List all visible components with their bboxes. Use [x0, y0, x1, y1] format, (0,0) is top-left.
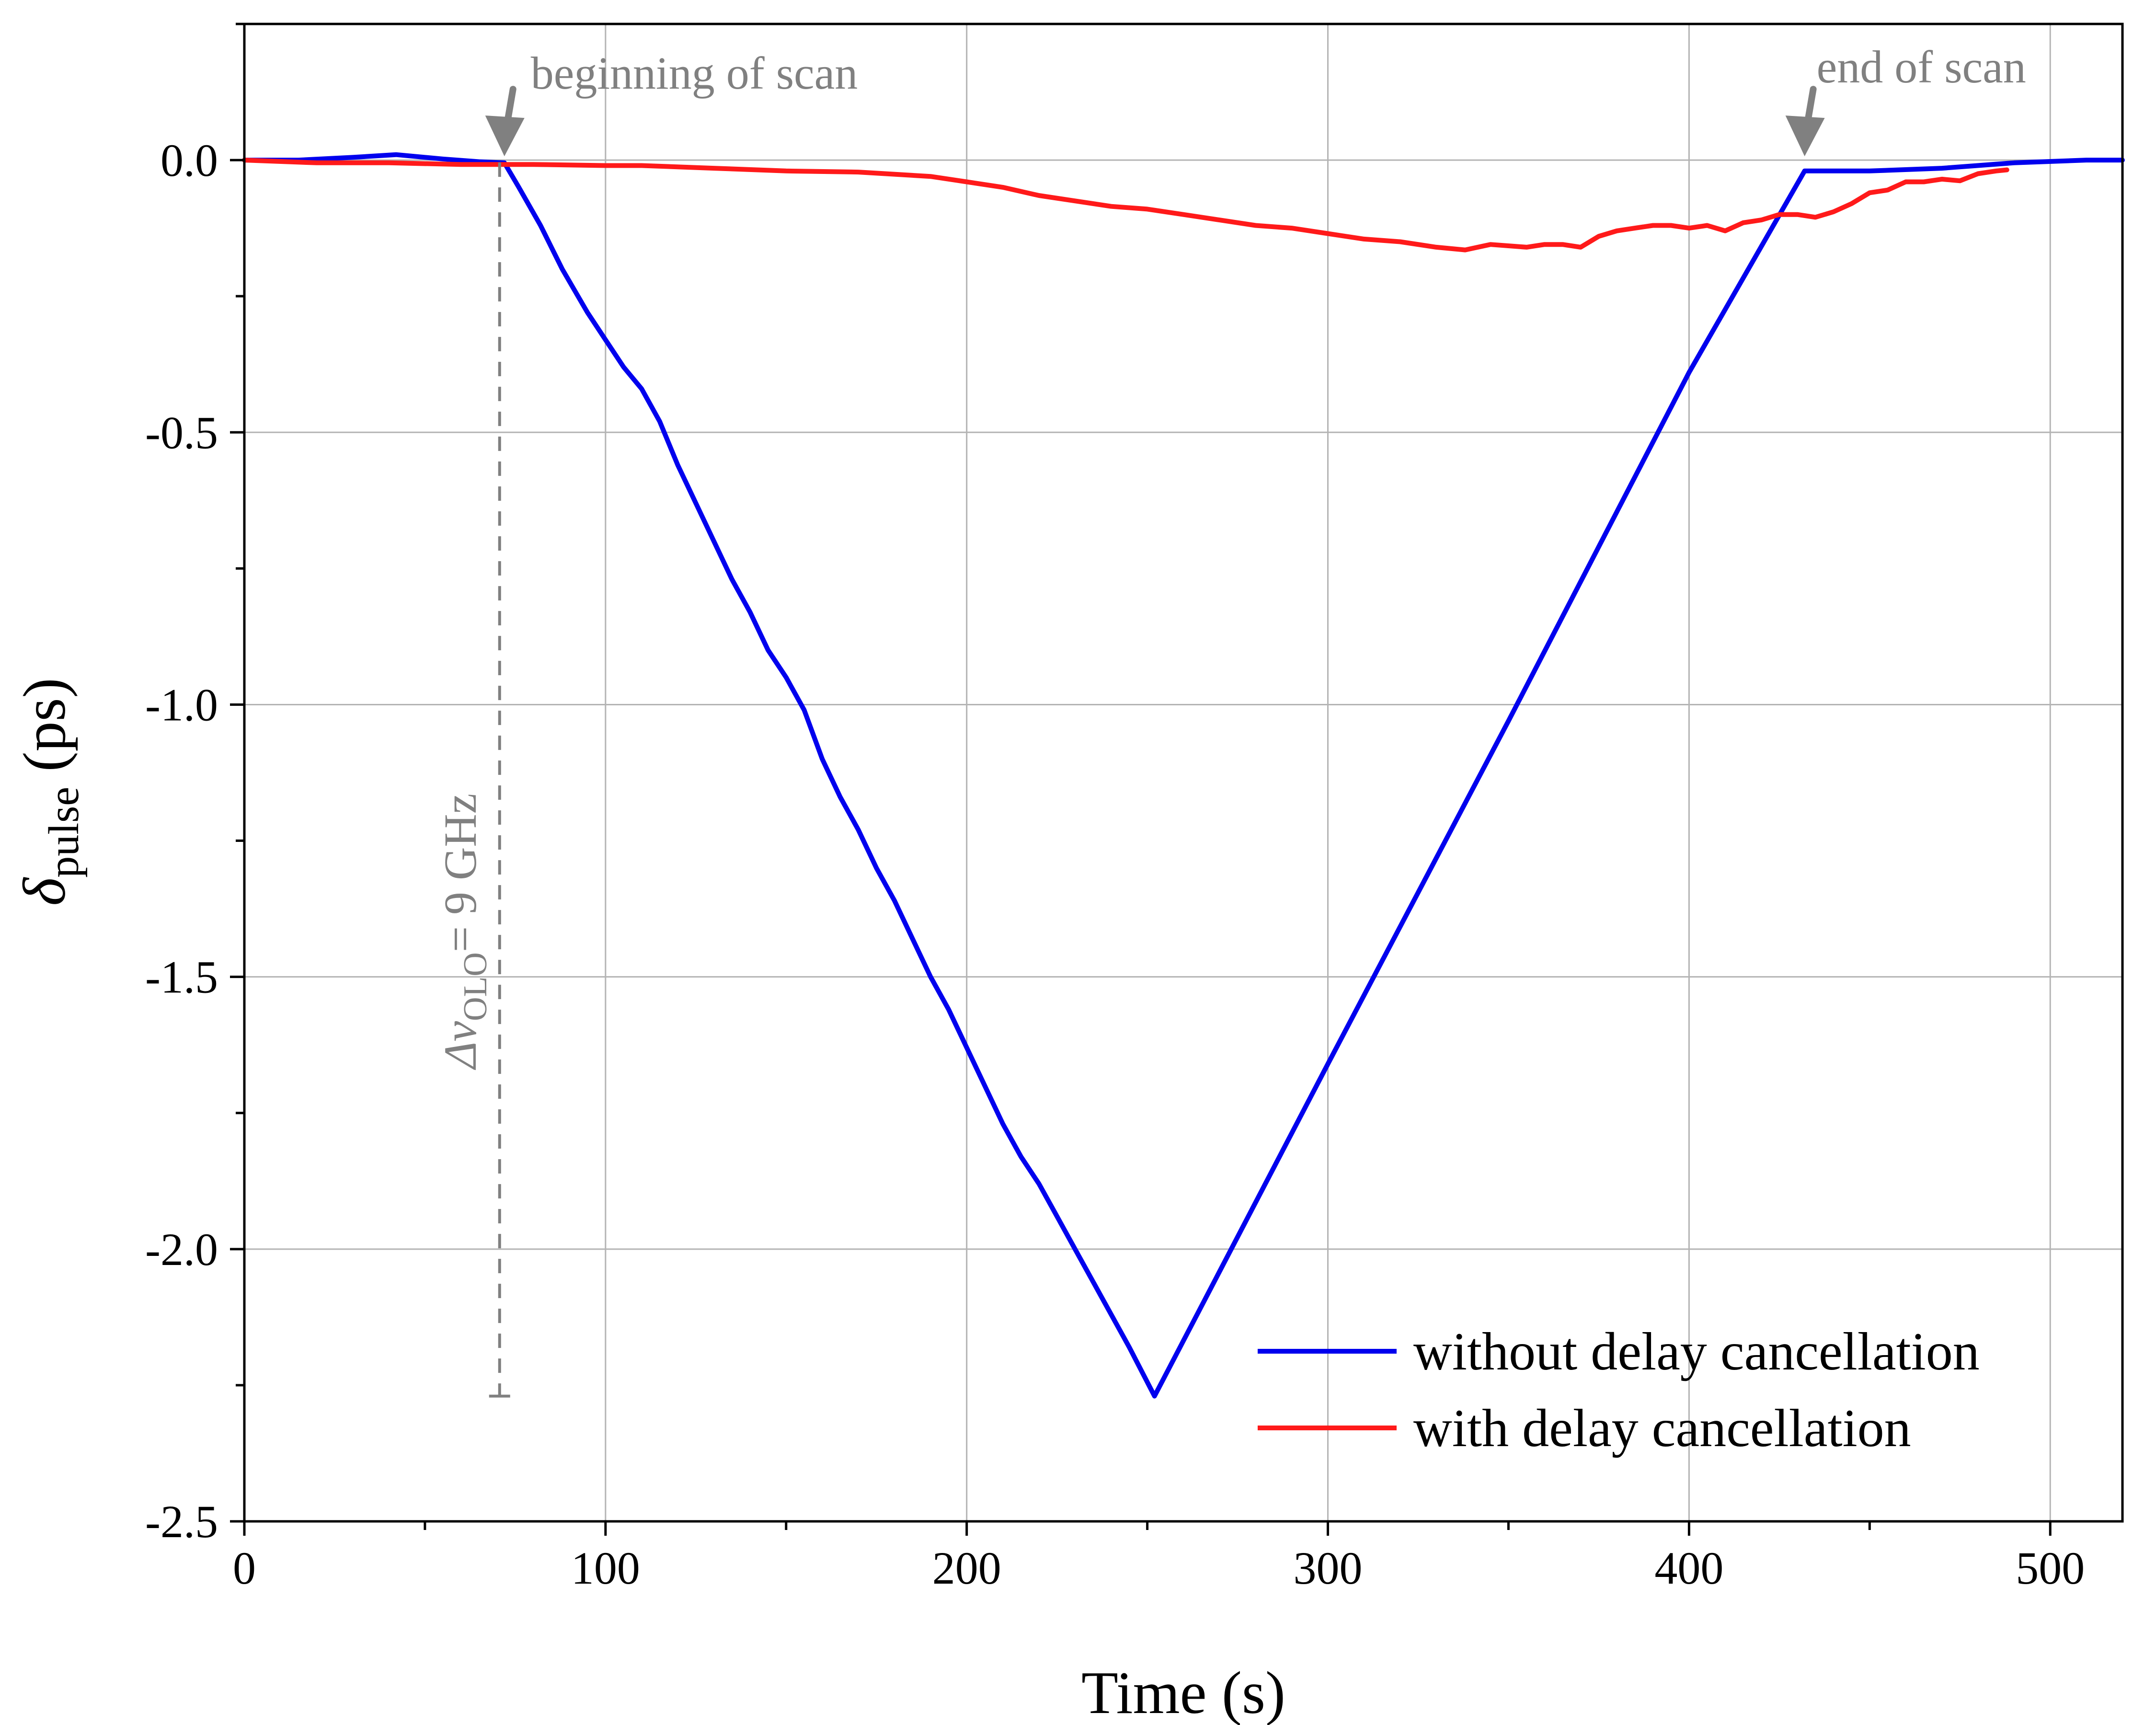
tick-labels: 0 100 200 300 400 500 0.0 -0.5 -1.0 -1.5 -2.0 -2.5 [145, 135, 2085, 1594]
end-scan-arrow-icon [1785, 86, 1825, 157]
y-axis-subscript: pulse [40, 787, 88, 878]
series-line-with-cancellation [242, 158, 2009, 253]
y-tick-label: -1.0 [145, 679, 218, 730]
y-tick-label: -0.5 [145, 407, 218, 458]
y-axis-title: δpulse (ps) [11, 678, 88, 906]
legend-label: with delay cancellation [1413, 1399, 1911, 1458]
legend: without delay cancellation with delay can… [1258, 1322, 1980, 1458]
y-tick-label: 0.0 [161, 135, 218, 186]
y-tick-label: -2.0 [145, 1224, 218, 1275]
y-axis-unit: (ps) [11, 678, 78, 786]
begin-scan-label: beginning of scan [531, 47, 858, 99]
x-tick-label: 200 [932, 1542, 1001, 1594]
begin-scan-arrow-icon [485, 86, 525, 157]
axis-ticks [230, 23, 2052, 1536]
x-axis-title: Time (s) [1081, 1660, 1285, 1725]
x-tick-label: 100 [571, 1542, 640, 1594]
legend-label: without delay cancellation [1413, 1322, 1980, 1381]
frequency-offset-label: ΔνOLO= 9 GHz [435, 794, 494, 1070]
plot-frame [243, 23, 2124, 1523]
frequency-offset-symbol: Δν [435, 1021, 486, 1070]
x-tick-label: 300 [1294, 1542, 1363, 1594]
series-layer [242, 152, 2125, 1399]
x-tick-label: 0 [233, 1542, 256, 1594]
y-tick-label: -1.5 [145, 952, 218, 1003]
frequency-offset-value: = 9 GHz [435, 794, 486, 952]
y-tick-label: -2.5 [145, 1496, 218, 1547]
x-tick-label: 400 [1654, 1542, 1723, 1594]
y-axis-symbol: δ [11, 877, 78, 906]
arrow-head [1785, 115, 1825, 157]
grid [243, 24, 2122, 1522]
x-tick-label: 500 [2016, 1542, 2085, 1594]
frequency-offset-subscript: OLO [457, 952, 494, 1021]
arrow-head [485, 115, 525, 157]
end-scan-label: end of scan [1817, 41, 2026, 92]
annotation-layer: beginning of scan end of scan ΔνOLO= 9 G… [435, 41, 2026, 1398]
series-line-without-cancellation [242, 152, 2125, 1399]
